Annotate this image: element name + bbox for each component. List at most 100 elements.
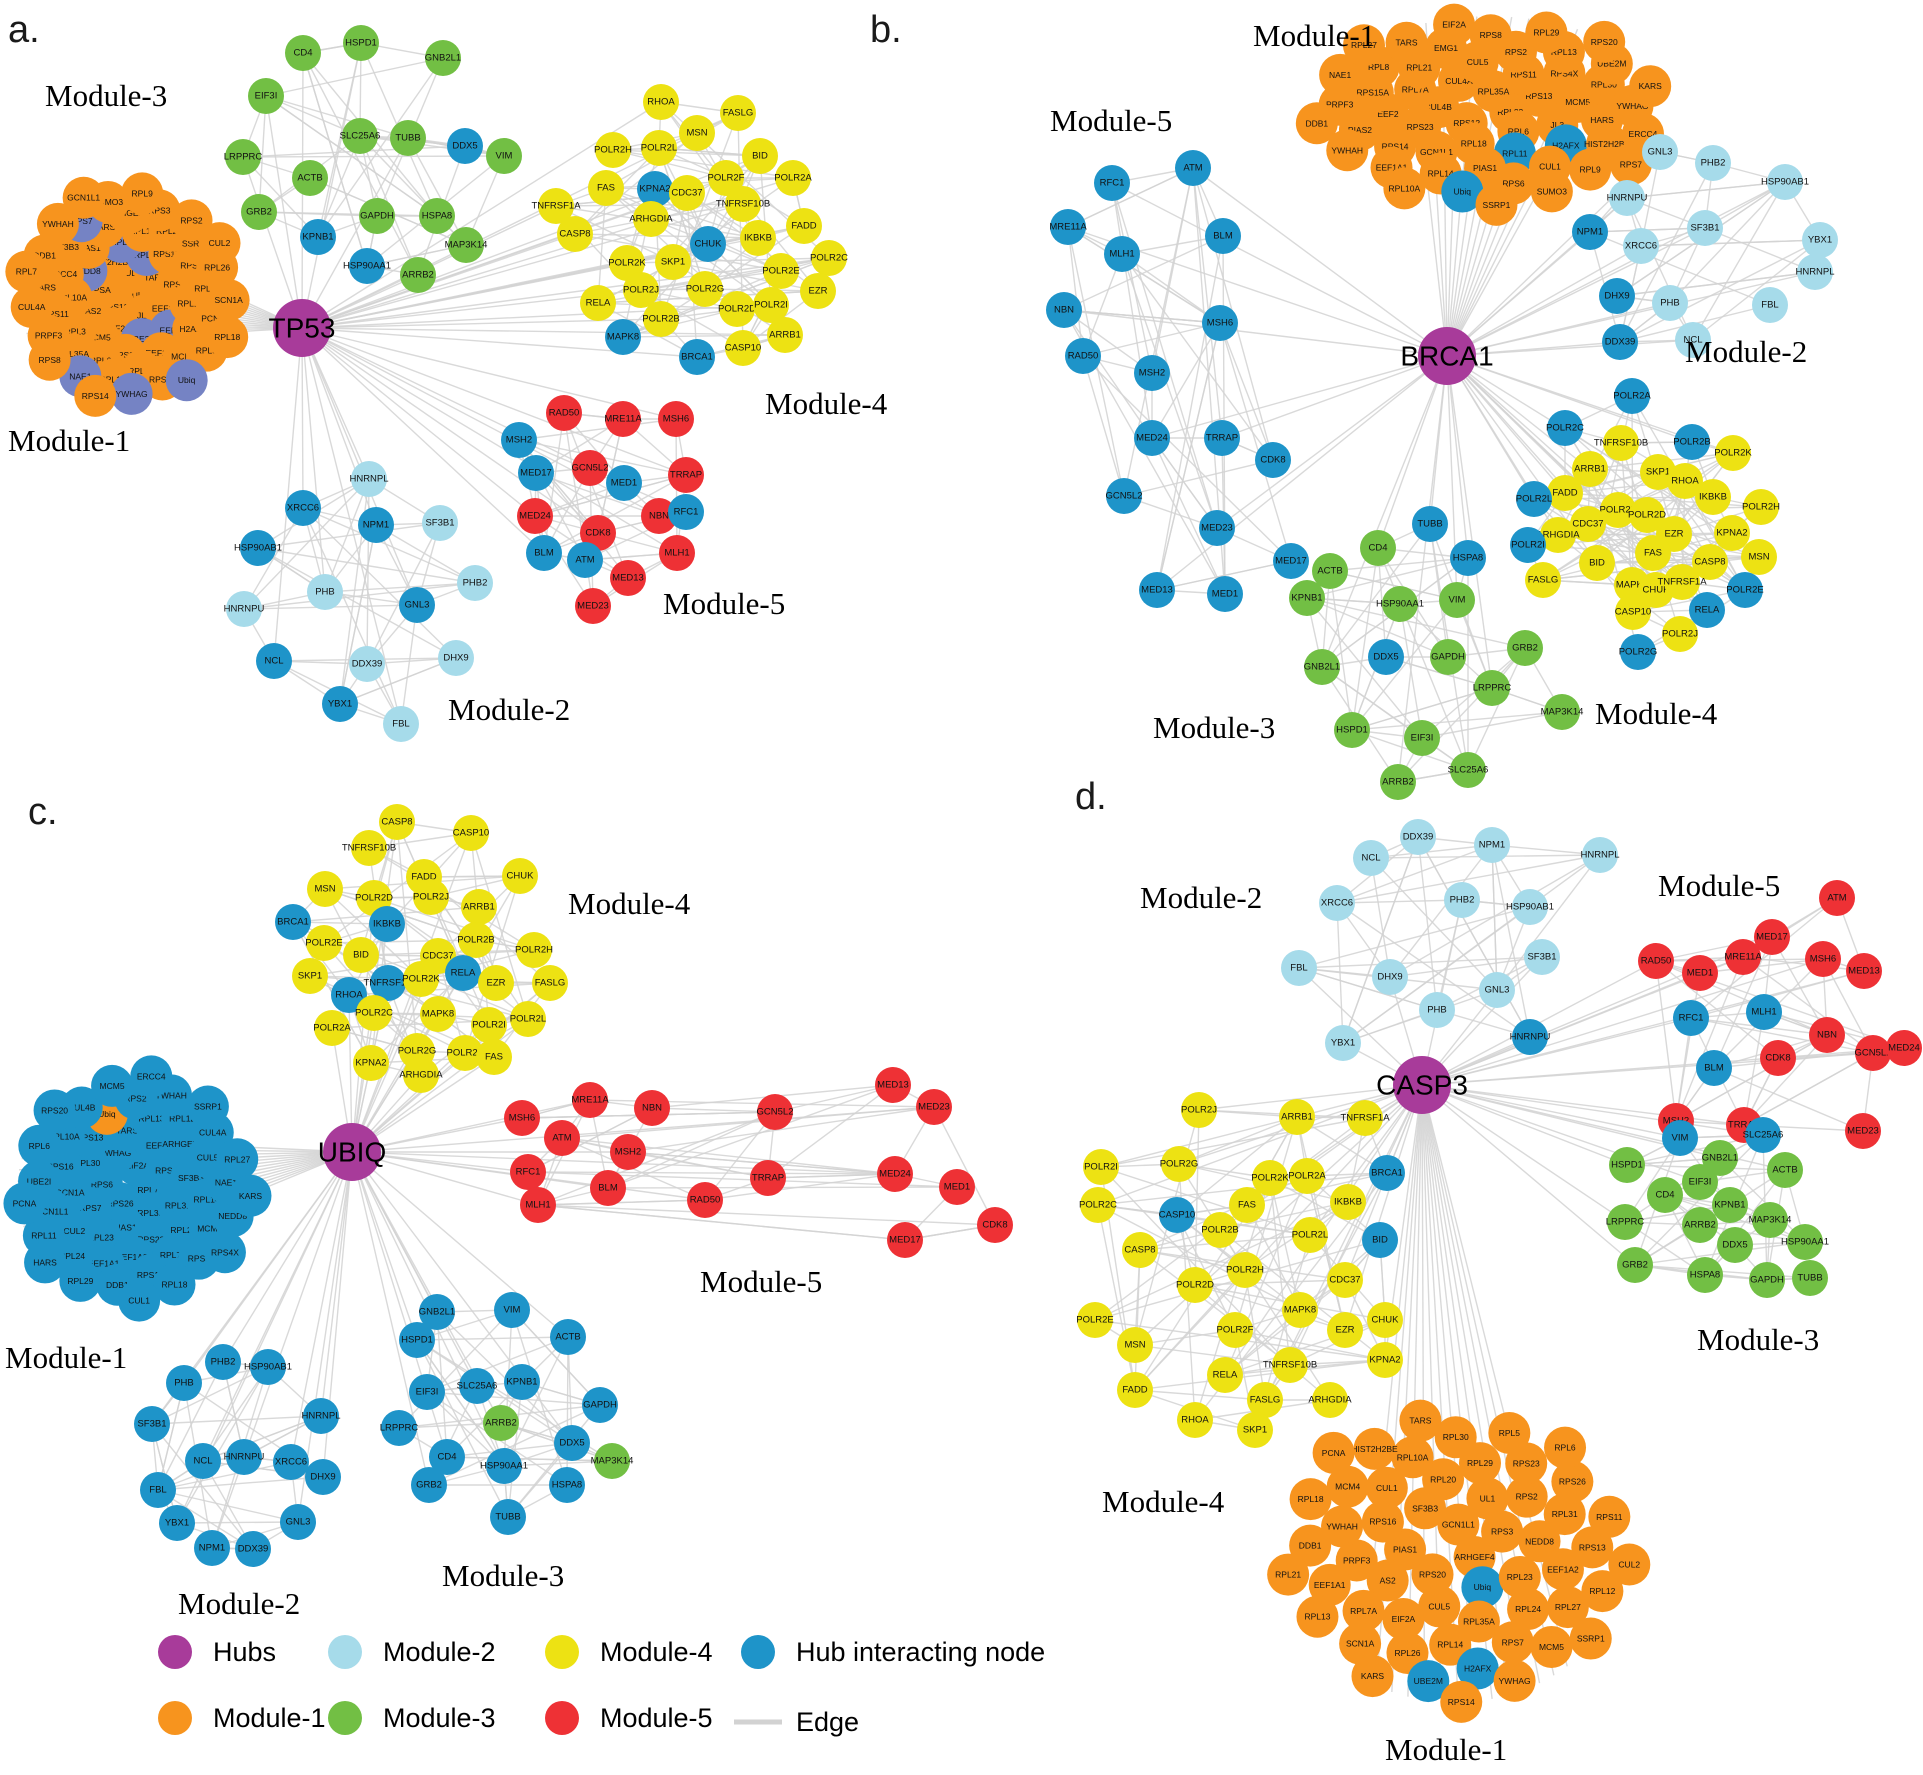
node-KPNB1[interactable]: [300, 219, 336, 255]
node-RELA[interactable]: [1689, 592, 1725, 628]
node-CUL1[interactable]: [118, 1279, 161, 1322]
node-DDB1[interactable]: [1289, 1524, 1332, 1567]
node-DDX39[interactable]: [1400, 819, 1436, 855]
node-KPNA2[interactable]: [637, 171, 673, 207]
node-SLC25A6[interactable]: [1450, 752, 1486, 788]
node-MSN[interactable]: [1741, 539, 1777, 575]
node-PHB2[interactable]: [1695, 145, 1731, 181]
node-RPL13[interactable]: [1296, 1595, 1339, 1638]
node-RPS26[interactable]: [1551, 1460, 1594, 1503]
node-MAP3K14[interactable]: [1752, 1202, 1788, 1238]
node-SLC25A6[interactable]: [1745, 1117, 1781, 1153]
node-POLR2F[interactable]: [1600, 492, 1636, 528]
node-PHB2[interactable]: [457, 565, 493, 601]
node-MLH1[interactable]: [1746, 994, 1782, 1030]
node-HSPD1[interactable]: [1609, 1147, 1645, 1183]
node-ATM[interactable]: [544, 1120, 580, 1156]
node-BRCA1[interactable]: [275, 904, 311, 940]
node-DHX9[interactable]: [305, 1459, 341, 1495]
node-VIM[interactable]: [1662, 1120, 1698, 1156]
node-VIM[interactable]: [486, 138, 522, 174]
node-TNFRSF10B[interactable]: [1272, 1347, 1308, 1383]
node-FASLG[interactable]: [720, 95, 756, 131]
node-POLR2C[interactable]: [356, 995, 392, 1031]
node-MED17[interactable]: [887, 1222, 923, 1258]
node-POLR2K[interactable]: [403, 961, 439, 997]
node-POLR2K[interactable]: [1715, 435, 1751, 471]
node-MED1[interactable]: [606, 465, 642, 501]
node-SUMO3[interactable]: [1530, 170, 1573, 213]
node-DHX9[interactable]: [438, 640, 474, 676]
node-POLR2D[interactable]: [1177, 1267, 1213, 1303]
node-CASP10[interactable]: [1615, 594, 1651, 630]
hub-BRCA1[interactable]: [1418, 327, 1476, 385]
node-ACTB[interactable]: [292, 160, 328, 196]
node-RPL27[interactable]: [216, 1138, 259, 1181]
node-RPS4X[interactable]: [203, 1231, 246, 1274]
node-ACTB[interactable]: [1767, 1152, 1803, 1188]
node-HSPD1[interactable]: [1334, 712, 1370, 748]
node-RPS11[interactable]: [1588, 1495, 1631, 1538]
node-IKBKB[interactable]: [1330, 1184, 1366, 1220]
node-MED13[interactable]: [610, 560, 646, 596]
node-MCM5[interactable]: [1530, 1625, 1573, 1668]
node-RPS8[interactable]: [28, 338, 71, 381]
node-POLR2G[interactable]: [687, 271, 723, 307]
node-HSP90AA1[interactable]: [1382, 586, 1418, 622]
node-GNB2L1[interactable]: [1304, 649, 1340, 685]
node-POLR2A[interactable]: [1289, 1158, 1325, 1194]
node-CUL1[interactable]: [1365, 1466, 1408, 1509]
node-MAPK8[interactable]: [420, 996, 456, 1032]
node-SLC25A6[interactable]: [342, 118, 378, 154]
node-FBL[interactable]: [383, 706, 419, 742]
node-SSRP1[interactable]: [1475, 183, 1518, 226]
node-HSPA8[interactable]: [549, 1467, 585, 1503]
node-TUBB[interactable]: [390, 120, 426, 156]
node-SF3B1[interactable]: [1524, 939, 1560, 975]
node-RHOA[interactable]: [1177, 1402, 1213, 1438]
node-MED1[interactable]: [1207, 576, 1243, 612]
node-Ubiq[interactable]: [1441, 170, 1484, 213]
node-ARRB1[interactable]: [461, 889, 497, 925]
node-RFC1[interactable]: [668, 494, 704, 530]
hub-CASP3[interactable]: [1393, 1056, 1451, 1114]
node-YBX1[interactable]: [159, 1505, 195, 1541]
node-DDX5[interactable]: [447, 128, 483, 164]
node-FASLG[interactable]: [1247, 1382, 1283, 1418]
node-RPS20[interactable]: [1583, 20, 1626, 63]
node-RPL21[interactable]: [1267, 1553, 1310, 1596]
node-CDK8[interactable]: [580, 515, 616, 551]
node-NPM1[interactable]: [194, 1530, 230, 1566]
node-MRE11A[interactable]: [605, 401, 641, 437]
node-POLR2C[interactable]: [1080, 1187, 1116, 1223]
node-CASP10[interactable]: [453, 815, 489, 851]
node-CASP10[interactable]: [725, 330, 761, 366]
node-FAS[interactable]: [1229, 1187, 1265, 1223]
node-ARRB2[interactable]: [1380, 764, 1416, 800]
node-CDK8[interactable]: [1760, 1040, 1796, 1076]
node-SCN1A[interactable]: [1339, 1622, 1382, 1665]
node-MRE11A[interactable]: [1050, 209, 1086, 245]
node-POLR2I[interactable]: [1083, 1149, 1119, 1185]
node-MCM5[interactable]: [91, 1064, 134, 1107]
node-BID[interactable]: [742, 138, 778, 174]
node-LRPPRC[interactable]: [381, 1410, 417, 1446]
node-NEDD8[interactable]: [1518, 1520, 1561, 1563]
node-POLR2E[interactable]: [763, 253, 799, 289]
node-PRPF3[interactable]: [1335, 1539, 1378, 1582]
node-MRE11A[interactable]: [572, 1082, 608, 1118]
node-SF3B1[interactable]: [1687, 210, 1723, 246]
node-POLR2K[interactable]: [609, 245, 645, 281]
node-MLH1[interactable]: [659, 535, 695, 571]
node-NBN[interactable]: [1046, 292, 1082, 328]
node-HSP90AB1[interactable]: [1767, 164, 1803, 200]
node-GAPDH[interactable]: [1749, 1262, 1785, 1298]
node-RHOA[interactable]: [643, 84, 679, 120]
node-TNFRSF1A[interactable]: [1347, 1100, 1383, 1136]
node-RPS3[interactable]: [1481, 1510, 1524, 1553]
node-MED24[interactable]: [877, 1156, 913, 1192]
node-RPL10A[interactable]: [1391, 1436, 1434, 1479]
node-RPS14[interactable]: [74, 374, 117, 417]
node-FBL[interactable]: [1752, 287, 1788, 323]
node-TUBB[interactable]: [490, 1499, 526, 1535]
